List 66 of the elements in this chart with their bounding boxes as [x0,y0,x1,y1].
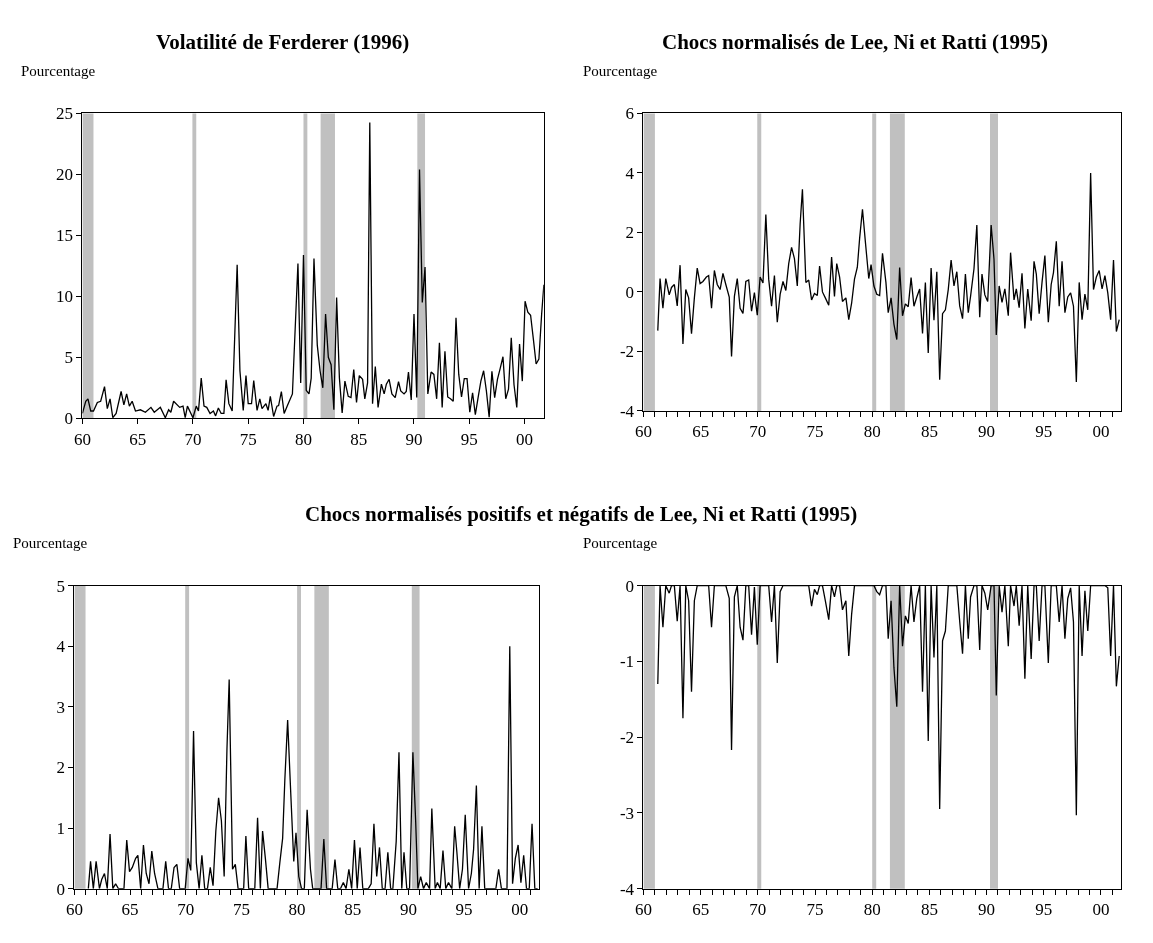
x-tick-label: 70 [749,900,767,920]
x-tick-label: 90 [399,900,417,920]
x-tick-label: 65 [129,429,147,449]
y-tick-label: 3 [56,697,66,717]
y-tick-label: -3 [619,803,635,823]
y-tick-label: 10 [56,287,74,307]
y-tick-label: -2 [619,728,635,748]
x-tick-label: 65 [692,422,710,442]
x-tick-label: 95 [1035,422,1053,442]
chart-title: Chocs normalisés de Lee, Ni et Ratti (1995) [662,30,1049,54]
y-tick-label: 5 [64,348,74,368]
x-tick-label: 60 [634,422,652,442]
x-tick-label: 65 [692,900,710,920]
y-axis-title: Pourcentage [21,63,96,79]
y-tick-label: 2 [56,758,66,778]
x-tick-label: 60 [634,900,652,920]
x-tick-label: 75 [232,900,250,920]
y-tick-label: 4 [625,163,635,183]
x-tick-label: 85 [920,900,938,920]
y-axis-title: Pourcentage [583,63,658,79]
x-tick-label: 00 [1092,900,1110,920]
y-tick-label: -2 [619,342,635,362]
x-tick-label: 90 [978,422,996,442]
x-tick-label: 70 [749,422,767,442]
y-axis-title: Pourcentage [13,535,88,551]
x-tick-label: 80 [294,429,312,449]
x-tick-label: 80 [288,900,306,920]
x-tick-label: 95 [455,900,473,920]
chart-title: Volatilité de Ferderer (1996) [156,30,410,54]
y-tick-label: 25 [56,104,74,124]
x-tick-label: 85 [350,429,368,449]
chart-title: Chocs normalisés positifs et négatifs de Lee, Ni et Ratti (1995) [305,502,858,526]
y-tick-label: 2 [625,223,635,243]
x-tick-label: 00 [511,900,529,920]
y-tick-label: 6 [625,104,635,124]
y-tick-label: 0 [625,282,635,302]
y-tick-label: -1 [619,652,635,672]
x-tick-label: 00 [516,429,534,449]
x-tick-label: 85 [920,422,938,442]
y-tick-label: 15 [56,226,74,246]
y-tick-label: 0 [625,576,635,596]
x-tick-label: 85 [344,900,362,920]
x-tick-label: 95 [1035,900,1053,920]
x-tick-label: 90 [978,900,996,920]
x-tick-label: 65 [121,900,139,920]
x-tick-label: 70 [177,900,195,920]
x-tick-label: 60 [73,429,91,449]
x-tick-label: 80 [863,900,881,920]
x-tick-label: 00 [1092,422,1110,442]
y-tick-label: 20 [56,165,74,185]
x-tick-label: 60 [65,900,83,920]
x-tick-label: 75 [239,429,257,449]
y-tick-label: 5 [56,576,66,596]
x-tick-label: 95 [460,429,478,449]
y-tick-label: 0 [64,409,74,429]
y-tick-label: 0 [56,879,66,899]
y-axis-title: Pourcentage [583,535,658,551]
y-tick-label: -4 [619,879,635,899]
x-tick-label: 70 [184,429,202,449]
x-tick-label: 75 [806,422,824,442]
x-tick-label: 80 [863,422,881,442]
x-tick-label: 90 [405,429,423,449]
x-tick-label: 75 [806,900,824,920]
y-tick-label: 4 [56,637,66,657]
y-tick-label: 1 [56,818,66,838]
y-tick-label: -4 [619,401,635,421]
